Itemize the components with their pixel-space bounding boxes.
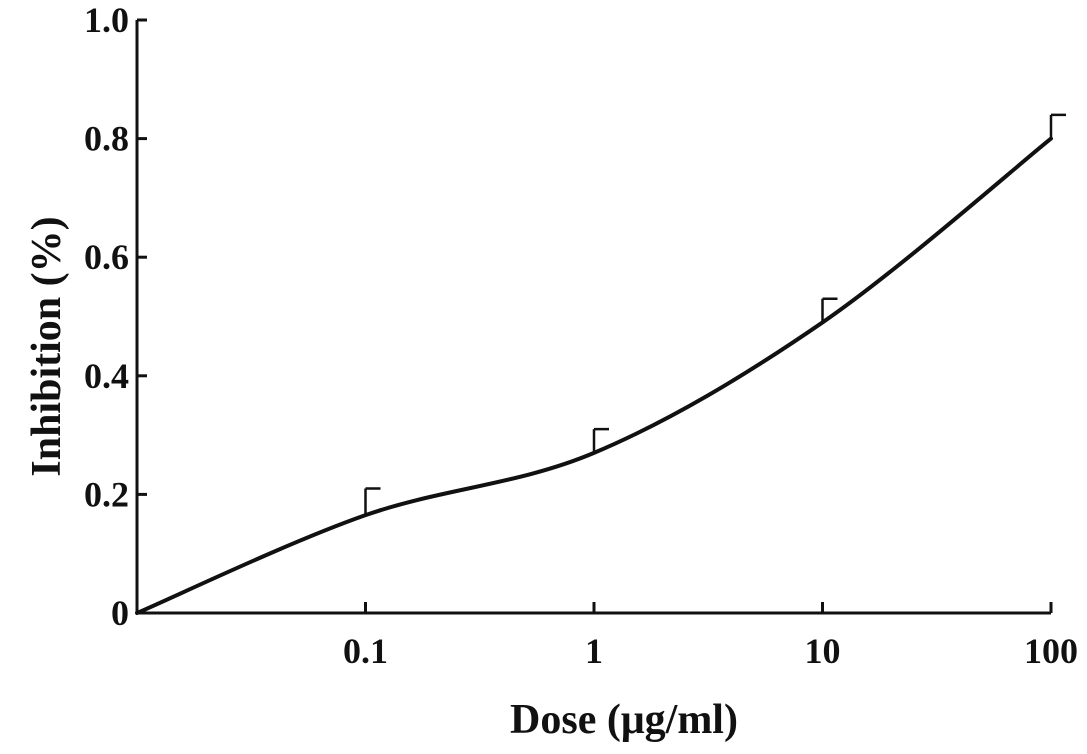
y-tick-label: 0 <box>111 593 129 633</box>
y-tick-label: 0.6 <box>84 237 129 277</box>
y-tick-label: 1.0 <box>84 0 129 40</box>
y-axis-ticks: 0 0.2 0.4 0.6 0.8 1.0 <box>84 0 147 633</box>
x-axis-title: Dose (μg/ml) <box>510 697 738 743</box>
y-tick-label: 0.4 <box>84 356 129 396</box>
y-tick-label: 0.8 <box>84 119 129 159</box>
x-axis-ticks: 0.1 1 10 100 <box>343 602 1078 671</box>
error-bar <box>821 297 838 323</box>
x-tick-label: 0.1 <box>343 631 388 671</box>
x-tick-label: 1 <box>585 631 603 671</box>
x-tick-label: 10 <box>805 631 841 671</box>
series-line <box>135 136 1053 615</box>
y-tick-label: 0.2 <box>84 474 129 514</box>
y-axis-title: Inhibition (%) <box>24 216 70 476</box>
plot-marks <box>135 113 1066 615</box>
x-tick-label: 100 <box>1024 631 1078 671</box>
error-bar <box>1049 113 1066 139</box>
error-bar <box>592 427 609 453</box>
error-bar <box>364 487 381 516</box>
